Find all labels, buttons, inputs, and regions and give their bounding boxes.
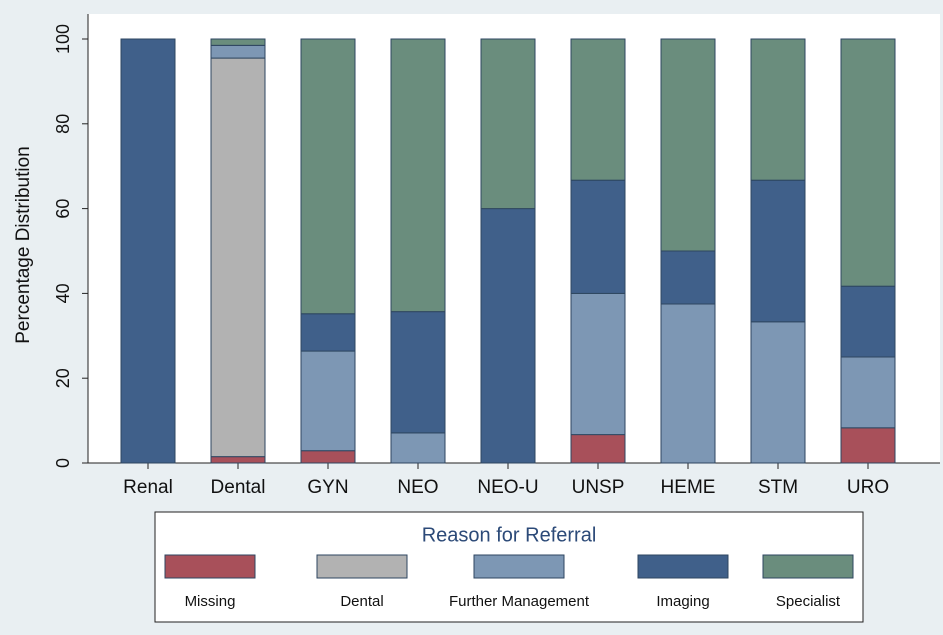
bar-segment (750, 321, 806, 464)
y-tick-label: 0 (53, 458, 73, 468)
bar-segment (210, 38, 266, 46)
x-tick-label: HEME (661, 477, 716, 498)
bar-segment (570, 292, 626, 436)
bar-segment (390, 311, 446, 434)
bar-segment (840, 38, 896, 287)
y-tick-label: 80 (53, 114, 73, 134)
bar-segment (300, 450, 356, 464)
bar-segment (300, 38, 356, 315)
x-tick-label: UNSP (572, 477, 625, 498)
bar-segment (120, 38, 176, 464)
bar-segment (390, 432, 446, 464)
x-tick-label: NEO-U (477, 477, 538, 498)
legend-title: Reason for Referral (422, 524, 597, 546)
bar-segment (570, 38, 626, 181)
x-tick-label: GYN (307, 477, 348, 498)
x-tick-label: STM (758, 477, 798, 498)
y-tick-label: 40 (53, 283, 73, 303)
x-tick-label: NEO (397, 477, 438, 498)
y-axis-label: Percentage Distribution (13, 146, 34, 344)
bar-segment (210, 456, 266, 464)
bar-segment (660, 38, 716, 252)
x-tick-label: Dental (211, 477, 266, 498)
legend-swatch (637, 554, 729, 579)
y-tick-label: 100 (53, 24, 73, 54)
legend-label: Imaging (656, 593, 709, 610)
bar-segment (840, 356, 896, 429)
x-tick-label: URO (847, 477, 889, 498)
bar-segment (840, 427, 896, 464)
bar-segment (300, 350, 356, 452)
bar-segment (480, 38, 536, 210)
legend-label: Dental (340, 593, 383, 610)
legend-swatch (762, 554, 854, 579)
bar-segment (660, 303, 716, 464)
legend-swatch (316, 554, 408, 579)
x-tick-label: Renal (123, 477, 173, 498)
bar-segment (210, 57, 266, 458)
legend-label: Missing (185, 593, 236, 610)
bar-segment (210, 44, 266, 59)
bar-segment (480, 208, 536, 464)
legend-swatch (473, 554, 565, 579)
legend-label: Specialist (776, 593, 841, 610)
bar-segment (390, 38, 446, 313)
y-tick-label: 60 (53, 199, 73, 219)
bar-segment (570, 179, 626, 294)
legend-swatch (164, 554, 256, 579)
bar-segment (840, 285, 896, 358)
bar-segment (750, 38, 806, 181)
bar-segment (750, 179, 806, 323)
legend-label: Further Management (449, 593, 590, 610)
y-tick-label: 20 (53, 368, 73, 388)
bar-segment (570, 434, 626, 464)
bar-segment (300, 313, 356, 352)
bar-segment (660, 250, 716, 305)
